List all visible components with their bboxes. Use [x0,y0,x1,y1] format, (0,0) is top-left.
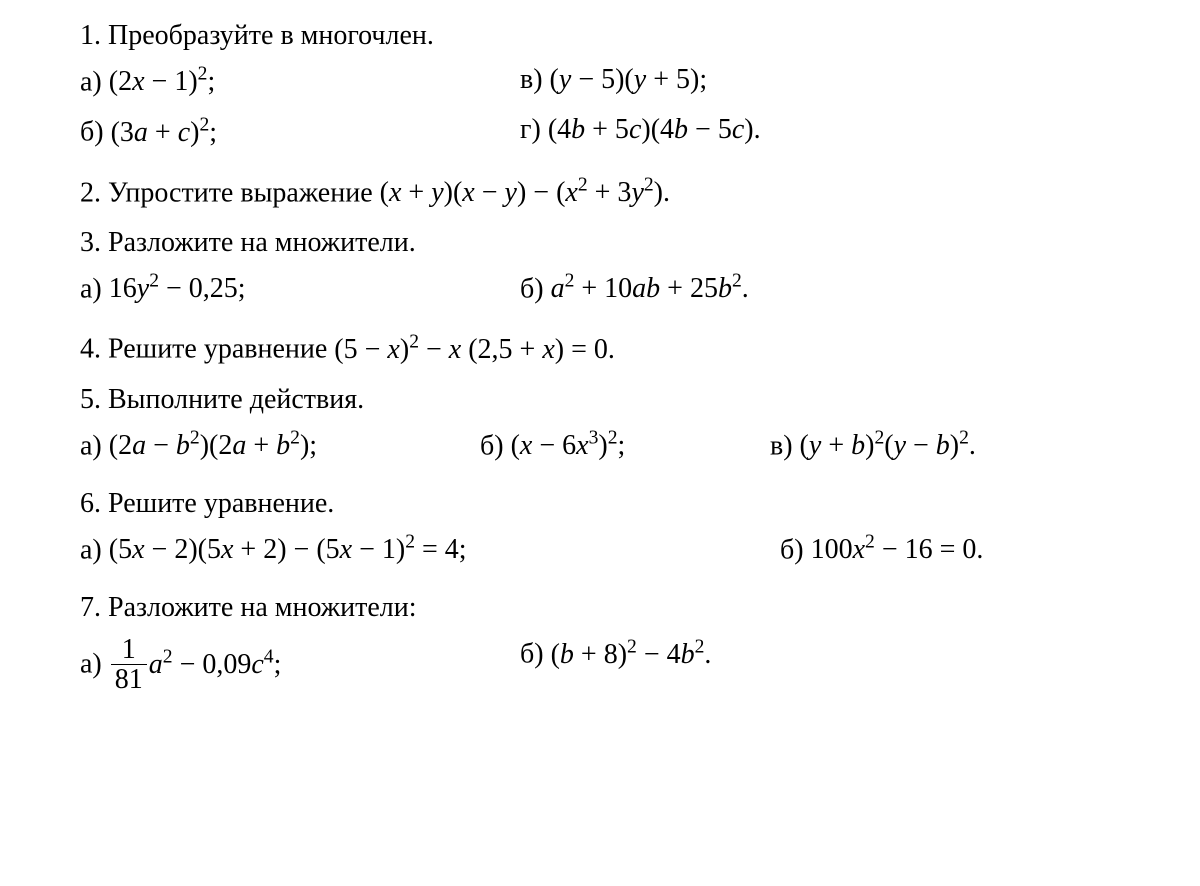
problem-6-a: а) (5x − 2)(5x + 2) − (5x − 1)2 = 4; [80,532,780,566]
fraction-1-81: 181 [111,636,147,696]
problem-7-b: б) (b + 8)2 − 4b2. [520,636,960,696]
label-b: б) [520,639,551,670]
problem-7-a: а) 181a2 − 0,09c4; [80,636,520,696]
label-b: б) [480,430,511,461]
label-b: б) [520,273,551,304]
problem-4-title: 4. Решите уравнение [80,334,334,365]
problem-1-g: г) (4b + 5c)(4b − 5c). [520,114,960,148]
problem-1-a: а) (2x − 1)2; [80,64,520,98]
label-g: г) [520,114,548,145]
problem-1-v: в) (y − 5)(y + 5); [520,64,960,98]
problem-4: 4. Решите уравнение (5 − x)2 − x (2,5 + … [80,331,1120,365]
problem-3-title: 3. Разложите на множители. [80,227,1120,259]
problem-3-b: б) a2 + 10ab + 25b2. [520,271,960,305]
problem-5-a: а) (2a − b2)(2a + b2); [80,428,480,462]
problem-6-title: 6. Решите уравнение. [80,488,1120,520]
problem-5-b: б) (x − 6x3)2; [480,428,770,462]
problem-6: 6. Решите уравнение. а) (5x − 2)(5x + 2)… [80,488,1120,574]
label-b: б) [80,117,111,148]
problem-5: 5. Выполните действия. а) (2a − b2)(2a +… [80,384,1120,470]
problem-2: 2. Упростите выражение (x + y)(x − y) − … [80,175,1120,209]
label-a: а) [80,649,109,680]
label-a: а) [80,273,109,304]
problem-2-line: 2. Упростите выражение (x + y)(x − y) − … [80,175,1120,209]
label-v: в) [770,430,800,461]
label-a: а) [80,66,109,97]
problem-4-line: 4. Решите уравнение (5 − x)2 − x (2,5 + … [80,331,1120,365]
problem-2-title: 2. Упростите выражение [80,177,380,208]
problem-1-b: б) (3a + c)2; [80,114,520,148]
problem-6-b: б) 100x2 − 16 = 0. [780,532,1080,566]
problem-5-title: 5. Выполните действия. [80,384,1120,416]
problem-7-title: 7. Разложите на множители: [80,592,1120,624]
problem-3-a: а) 16y2 − 0,25; [80,271,520,305]
problem-3: 3. Разложите на множители. а) 16y2 − 0,2… [80,227,1120,313]
problem-1-row1: а) (2x − 1)2; в) (y − 5)(y + 5); [80,64,1120,106]
problem-7: 7. Разложите на множители: а) 181a2 − 0,… [80,592,1120,704]
problem-7-row: а) 181a2 − 0,09c4; б) (b + 8)2 − 4b2. [80,636,1120,704]
label-a: а) [80,534,109,565]
problem-6-row: а) (5x − 2)(5x + 2) − (5x − 1)2 = 4; б) … [80,532,1120,574]
problem-3-row: а) 16y2 − 0,25; б) a2 + 10ab + 25b2. [80,271,1120,313]
label-a: а) [80,430,109,461]
problem-1: 1. Преобразуйте в многочлен. а) (2x − 1)… [80,20,1120,157]
problem-1-row2: б) (3a + c)2; г) (4b + 5c)(4b − 5c). [80,114,1120,156]
problem-1-title: 1. Преобразуйте в многочлен. [80,20,1120,52]
problem-5-row: а) (2a − b2)(2a + b2); б) (x − 6x3)2; в)… [80,428,1120,470]
problem-5-v: в) (y + b)2(y − b)2. [770,428,1070,462]
label-v: в) [520,64,550,95]
label-b: б) [780,534,811,565]
